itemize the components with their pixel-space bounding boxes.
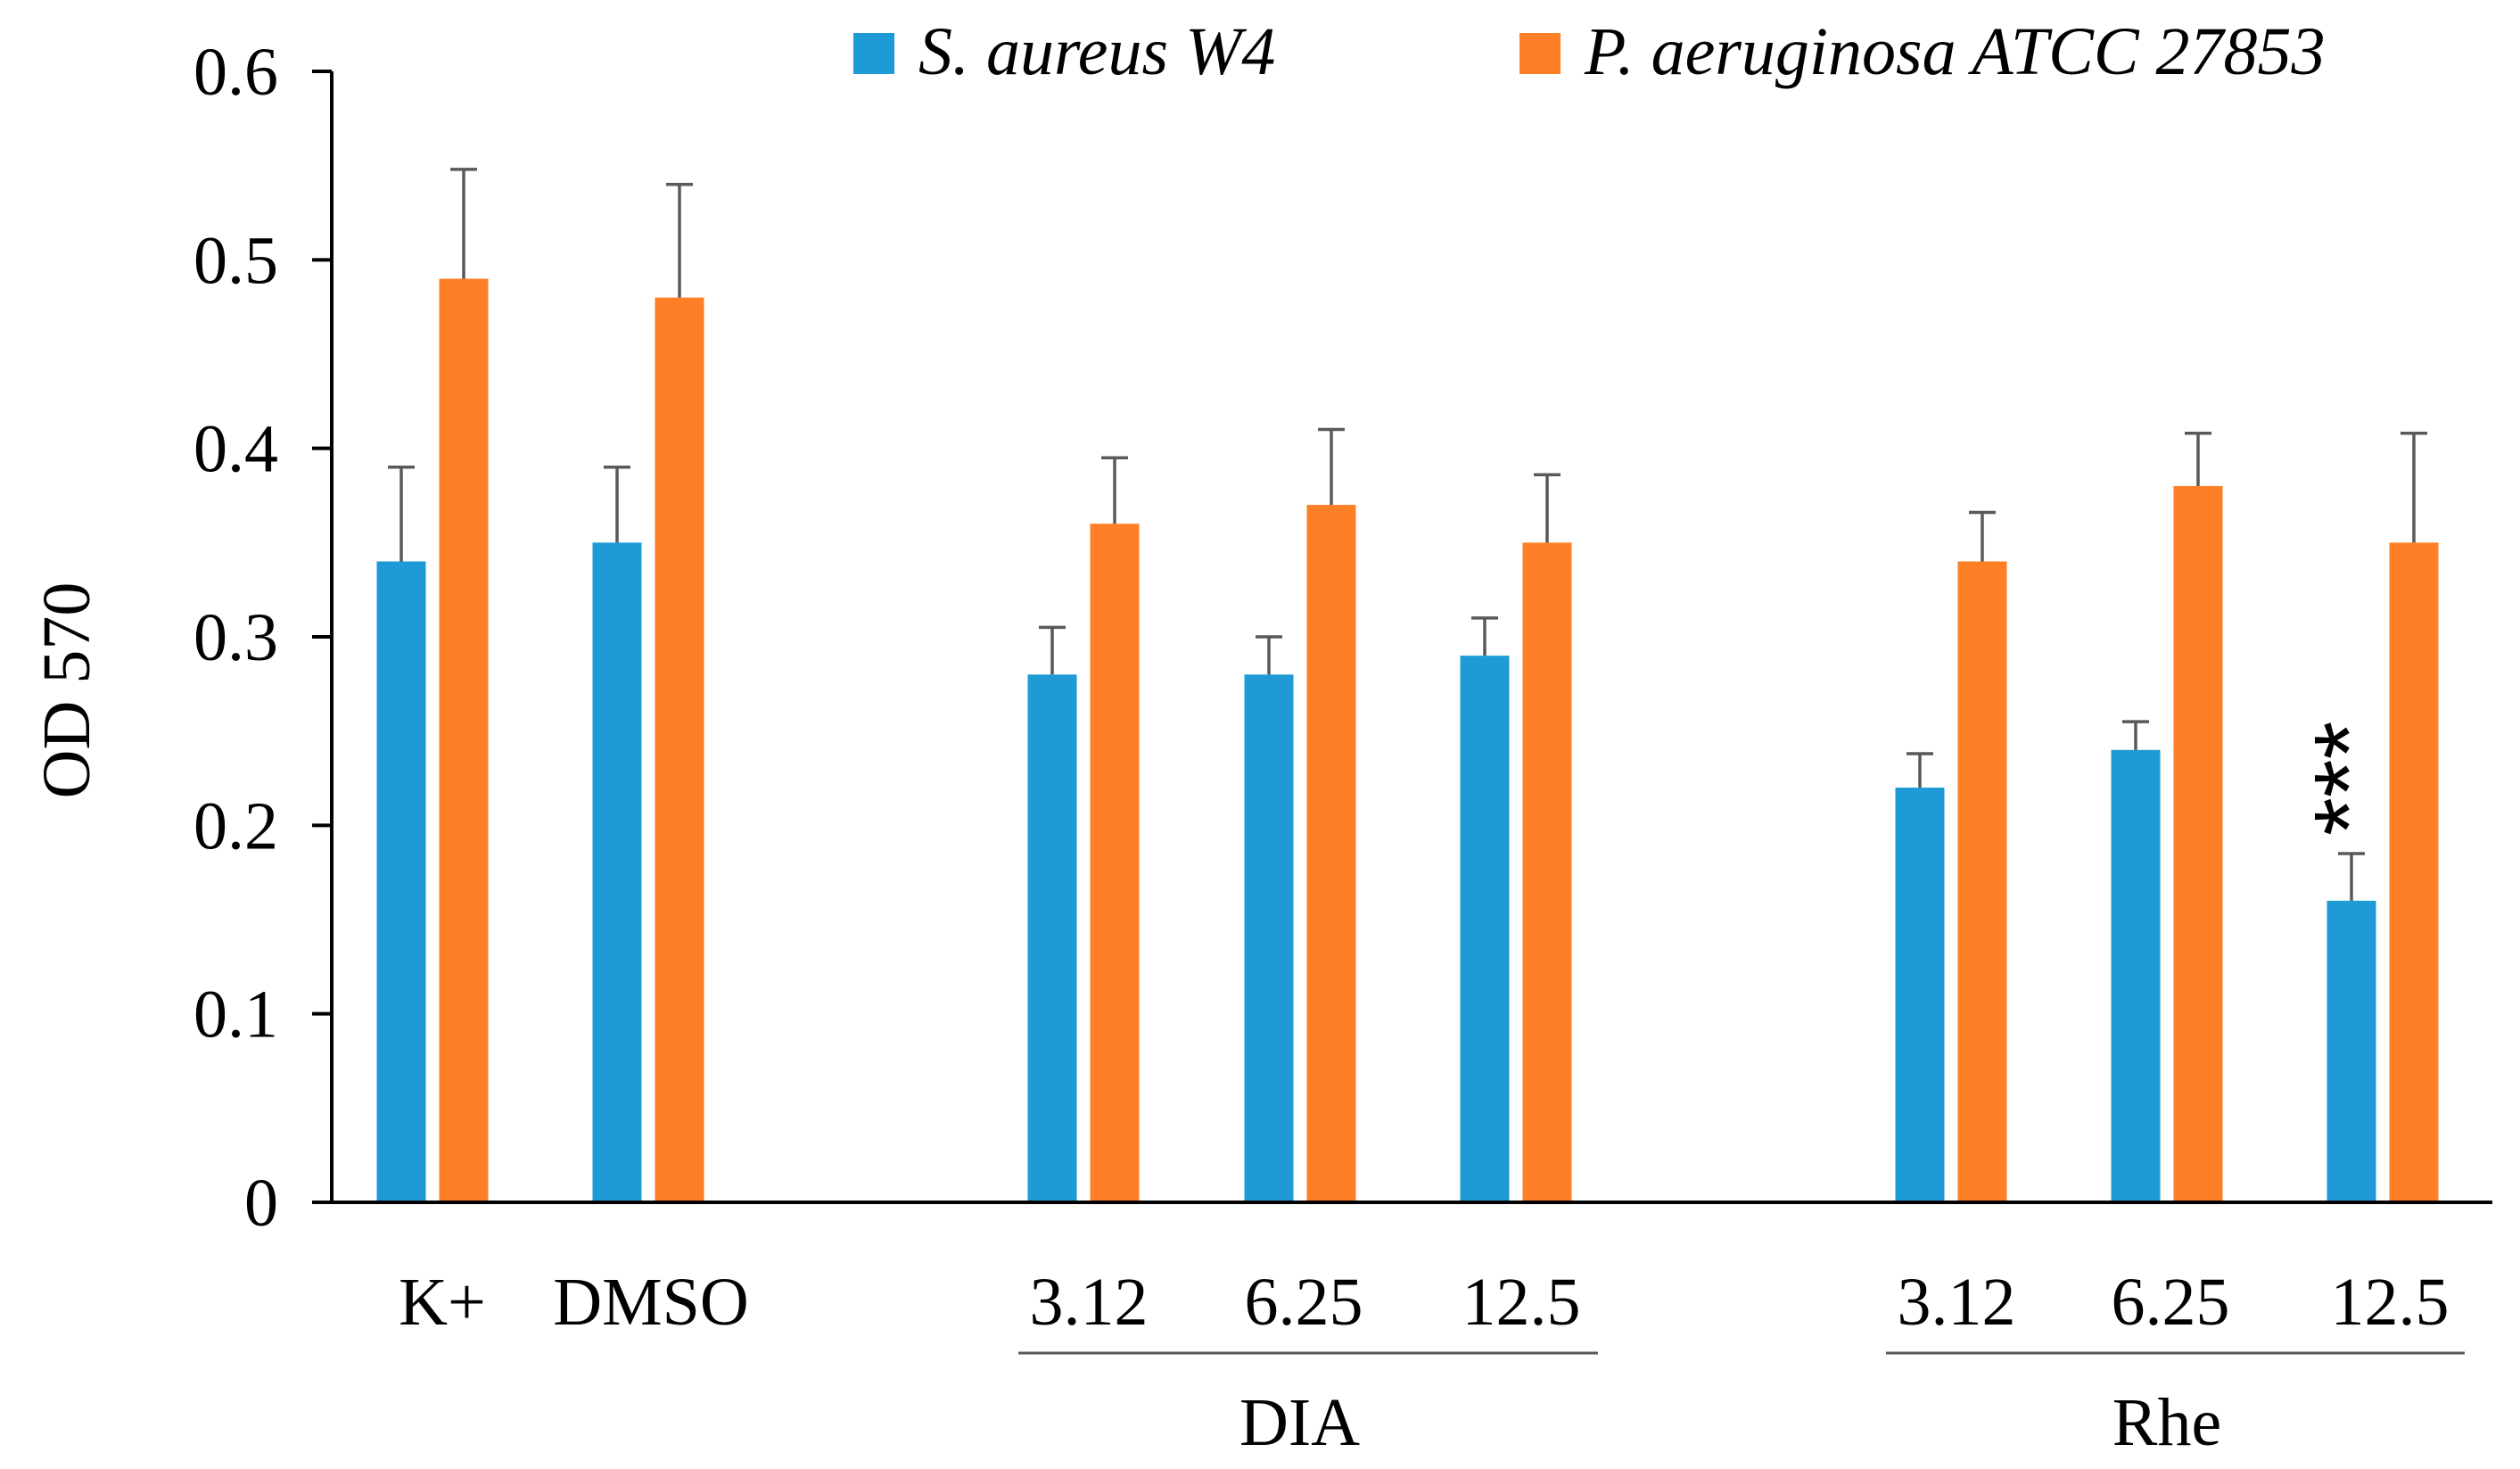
bar xyxy=(1244,674,1294,1202)
bar xyxy=(439,278,489,1202)
bar xyxy=(592,542,642,1202)
legend-swatch xyxy=(1519,33,1561,74)
y-ticks: 0 0.1 0.2 0.3 0.4 0.5 0.6 xyxy=(194,35,332,1241)
bars-layer xyxy=(376,278,2439,1203)
y-axis-title: OD 570 xyxy=(29,582,104,799)
bar xyxy=(2111,749,2161,1202)
bar xyxy=(1460,656,1510,1202)
category-label: 3.12 xyxy=(1898,1265,2016,1340)
y-tick-label: 0.1 xyxy=(194,978,278,1052)
bar xyxy=(1957,561,2007,1202)
bar xyxy=(1027,674,1077,1202)
bar xyxy=(2173,485,2223,1202)
errorbars-layer xyxy=(388,168,2427,901)
y-tick-label: 0.5 xyxy=(194,223,278,298)
y-tick-label: 0.6 xyxy=(194,35,278,110)
significance-stars: *** xyxy=(2294,722,2404,836)
y-tick-label: 0.4 xyxy=(194,412,278,487)
bar xyxy=(1522,542,1572,1202)
bar xyxy=(655,297,704,1203)
y-tick-label: 0.2 xyxy=(194,788,278,863)
category-label: 12.5 xyxy=(2331,1265,2450,1340)
bar xyxy=(1090,524,1140,1202)
bar xyxy=(376,561,426,1202)
group-labels: DIA Rhe xyxy=(1018,1351,2465,1460)
bar xyxy=(1895,788,1945,1202)
category-label: 6.25 xyxy=(2112,1265,2230,1340)
group-label: Rhe xyxy=(2112,1385,2221,1460)
y-tick-label: 0.3 xyxy=(194,600,278,675)
bar xyxy=(2389,542,2439,1202)
y-tick-label: 0 xyxy=(244,1166,278,1241)
annotations: *** xyxy=(2294,722,2404,836)
category-label: DMSO xyxy=(553,1265,749,1340)
legend-label: P. aeruginosa ATCC 27853 xyxy=(1584,14,2326,89)
category-label: 12.5 xyxy=(1462,1265,1581,1340)
bar xyxy=(1306,505,1356,1202)
bar xyxy=(2326,900,2376,1202)
legend: S. aureus W4 P. aeruginosa ATCC 27853 xyxy=(853,14,2326,89)
legend-label: S. aureus W4 xyxy=(918,14,1275,89)
group-label: DIA xyxy=(1239,1385,1360,1460)
legend-swatch xyxy=(853,33,894,74)
category-label: K+ xyxy=(399,1265,486,1340)
category-label: 6.25 xyxy=(1245,1265,1363,1340)
category-label: 3.12 xyxy=(1030,1265,1149,1340)
category-labels: K+ DMSO 3.12 6.25 12.5 3.12 6.25 12.5 xyxy=(399,1265,2449,1340)
